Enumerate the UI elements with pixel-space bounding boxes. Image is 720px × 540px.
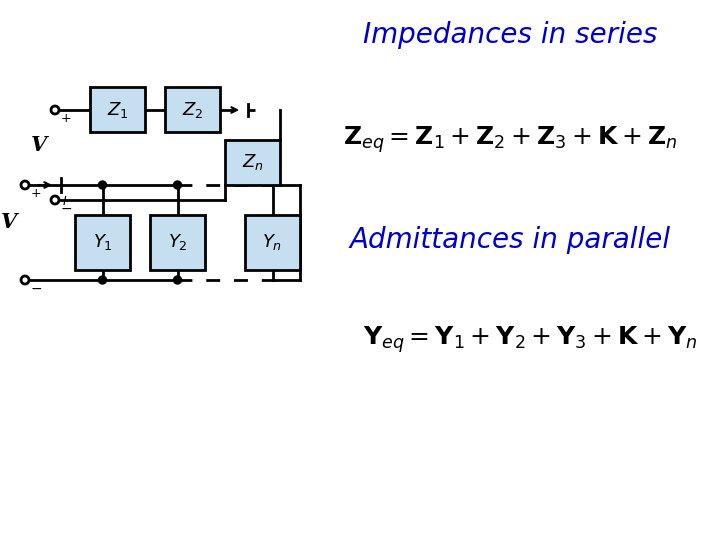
Text: $Y_2$: $Y_2$ <box>168 233 187 253</box>
Text: $Z_1$: $Z_1$ <box>107 99 128 119</box>
Text: $\mathbf{Y}_{eq} = \mathbf{Y}_1 + \mathbf{Y}_2 + \mathbf{Y}_3 + \mathbf{K} + \ma: $\mathbf{Y}_{eq} = \mathbf{Y}_1 + \mathb… <box>363 325 698 355</box>
Bar <box>245 215 300 270</box>
Bar <box>165 87 220 132</box>
Circle shape <box>174 276 181 284</box>
Text: $Z_2$: $Z_2$ <box>181 99 203 119</box>
Text: $Y_1$: $Y_1$ <box>93 233 112 253</box>
Bar <box>225 140 280 185</box>
Text: V: V <box>1 213 17 233</box>
Text: Admittances in parallel: Admittances in parallel <box>349 226 670 254</box>
Circle shape <box>99 276 107 284</box>
Text: $\mathbf{Z}_{eq} = \mathbf{Z}_1 + \mathbf{Z}_2 + \mathbf{Z}_3 + \mathbf{K} + \ma: $\mathbf{Z}_{eq} = \mathbf{Z}_1 + \mathb… <box>343 125 678 156</box>
Text: $Y_n$: $Y_n$ <box>262 233 282 253</box>
Bar <box>90 87 145 132</box>
Text: I: I <box>63 195 67 208</box>
Circle shape <box>99 181 107 189</box>
Text: −: − <box>61 202 73 216</box>
Circle shape <box>51 106 59 114</box>
Text: −: − <box>31 282 42 296</box>
Text: +: + <box>31 187 42 200</box>
Text: +: + <box>61 112 71 125</box>
Bar <box>150 215 205 270</box>
Text: V: V <box>31 135 47 155</box>
Bar <box>75 215 130 270</box>
Text: $Z_n$: $Z_n$ <box>242 152 264 172</box>
Circle shape <box>21 181 29 189</box>
Circle shape <box>21 276 29 284</box>
Text: Impedances in series: Impedances in series <box>363 21 657 49</box>
Circle shape <box>51 196 59 204</box>
Circle shape <box>174 181 181 189</box>
